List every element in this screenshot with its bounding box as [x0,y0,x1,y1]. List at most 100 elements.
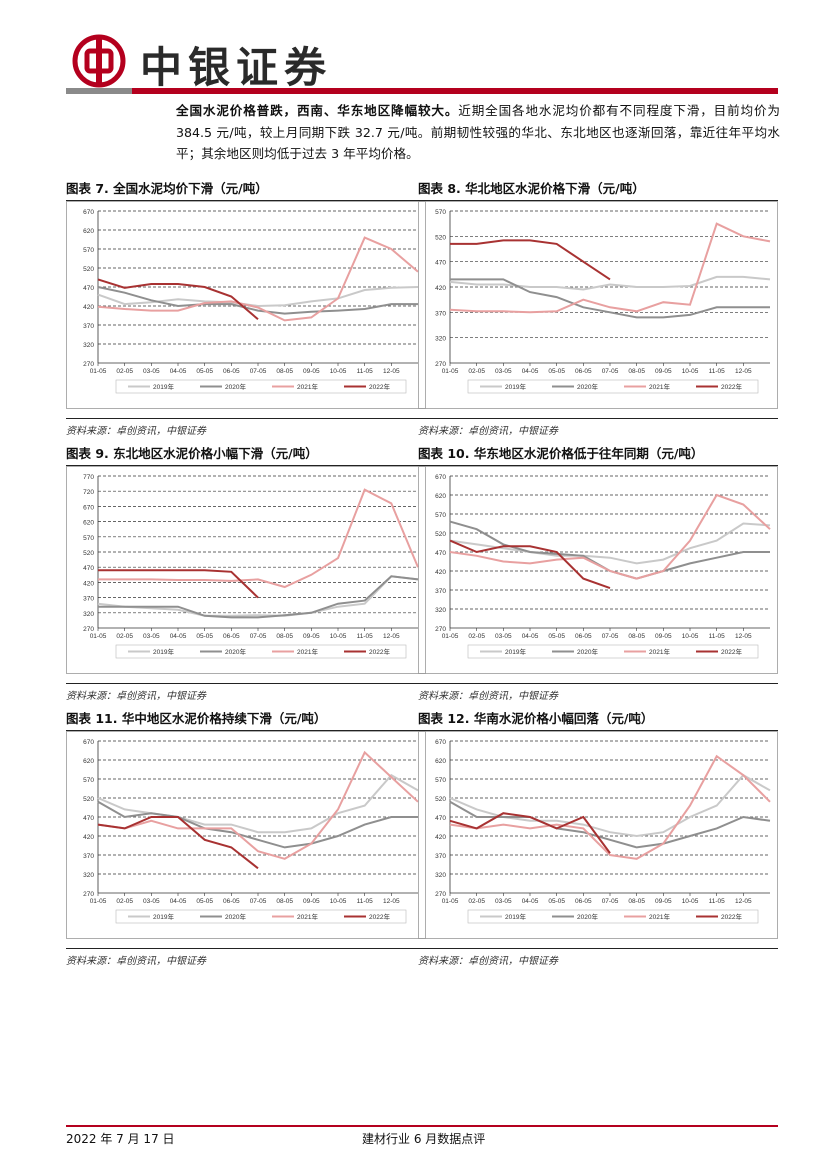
series-line [449,493,771,580]
y-tick-label: 320 [435,336,446,343]
x-tick-label: 10-05 [682,898,699,905]
x-tick-label: 09-05 [303,633,320,640]
bank-logo-icon [72,34,126,88]
x-tick-label: 09-05 [655,633,672,640]
x-tick-label: 02-05 [116,368,133,375]
y-tick-label: 520 [435,531,446,538]
chart-north-china: 270 320 370 420 470 520 570 01-05 02-05 03-05 04-0… [418,201,778,409]
y-tick-label: 770 [83,474,94,481]
y-tick-label: 370 [83,853,94,860]
intro-paragraph: 全国水泥价格普跌，西南、华东地区降幅较大。近期全国各地水泥均价都有不同程度下滑，… [176,100,780,165]
y-tick-label: 370 [435,310,446,317]
y-tick-label: 420 [83,580,94,587]
y-tick-label: 520 [83,550,94,557]
x-tick-label: 04-05 [522,898,539,905]
chart-frame [418,466,778,674]
x-tick-label: 11-05 [709,633,726,640]
y-tick-label: 570 [83,247,94,254]
y-tick-label: 720 [83,489,94,496]
chart-title: 图表 11. 华中地区水泥价格持续下滑（元/吨） [66,708,426,731]
y-tick-label: 520 [83,796,94,803]
y-tick-label: 670 [435,474,446,481]
x-tick-label: 07-05 [602,898,619,905]
y-tick-label: 570 [435,777,446,784]
series-line [449,539,611,590]
x-tick-label: 06-05 [575,368,592,375]
y-tick-label: 470 [83,565,94,572]
x-tick-label: 05-05 [196,898,213,905]
y-tick-label: 670 [83,739,94,746]
y-tick-label: 270 [435,361,446,368]
x-tick-label: 01-05 [90,633,107,640]
y-tick-label: 420 [83,834,94,841]
y-tick-label: 420 [435,285,446,292]
series-line [449,222,771,314]
x-tick-label: 09-05 [303,898,320,905]
legend-box [115,379,407,394]
series-line [449,800,771,849]
source-note: 资料来源：卓创资讯，中银证券 [418,948,778,967]
x-tick-label: 07-05 [250,898,267,905]
y-tick-label: 270 [435,891,446,898]
legend-label: 2021年 [297,382,318,391]
x-tick-label: 01-05 [90,368,107,375]
x-tick-label: 11-05 [357,633,374,640]
chart-title: 图表 10. 华东地区水泥价格低于往年同期（元/吨） [418,443,778,466]
y-tick-label: 570 [83,535,94,542]
series-line [97,278,259,321]
x-tick-label: 06-05 [223,633,240,640]
x-tick-label: 12-05 [383,368,400,375]
series-line [449,522,771,565]
legend-label: 2019年 [153,912,174,921]
legend-label: 2019年 [505,382,526,391]
y-tick-label: 570 [435,512,446,519]
x-tick-label: 02-05 [116,898,133,905]
x-tick-label: 10-05 [330,368,347,375]
legend-label: 2022年 [721,912,742,921]
x-tick-label: 04-05 [170,368,187,375]
x-tick-label: 09-05 [303,368,320,375]
intro-bold: 全国水泥价格普跌，西南、华东地区降幅较大。 [176,103,459,118]
y-tick-label: 370 [83,596,94,603]
series-line [449,754,771,860]
chart-northeast: 270 320 370 420 470 520 570 620 670 720 770 01-05 02… [66,466,426,674]
chart-frame [418,201,778,409]
x-tick-label: 08-05 [628,633,645,640]
legend-label: 2020年 [577,647,598,656]
footer-title: 建材行业 6 月数据点评 [362,1132,486,1146]
y-tick-label: 670 [83,209,94,216]
legend-label: 2022年 [369,647,390,656]
chart-panel-10: 图表 10. 华东地区水泥价格低于往年同期（元/吨） 270 320 370 420 4… [418,443,778,702]
x-tick-label: 11-05 [709,898,726,905]
chart-frame [66,466,426,674]
footer-date: 2022 年 7 月 17 日 [66,1132,175,1146]
legend-box [115,644,407,659]
source-note: 资料来源：卓创资讯，中银证券 [418,418,778,437]
x-tick-label: 02-05 [468,633,485,640]
x-tick-label: 12-05 [383,633,400,640]
y-tick-label: 570 [435,209,446,216]
x-tick-label: 01-05 [442,368,459,375]
y-tick-label: 620 [435,758,446,765]
x-tick-label: 08-05 [628,368,645,375]
y-tick-label: 370 [435,588,446,595]
chart-panel-8: 图表 8. 华北地区水泥价格下滑（元/吨） 270 320 370 420 470 520… [418,178,778,437]
legend-box [467,379,759,394]
y-tick-label: 470 [83,285,94,292]
x-tick-label: 08-05 [276,898,293,905]
chart-title: 图表 7. 全国水泥均价下滑（元/吨） [66,178,426,201]
y-tick-label: 270 [435,626,446,633]
x-tick-label: 07-05 [250,368,267,375]
x-tick-label: 06-05 [575,633,592,640]
legend-label: 2019年 [153,382,174,391]
x-tick-label: 09-05 [655,898,672,905]
legend-label: 2020年 [577,382,598,391]
legend-label: 2022年 [721,382,742,391]
y-tick-label: 320 [435,607,446,614]
y-tick-label: 370 [83,323,94,330]
x-tick-label: 04-05 [170,633,187,640]
x-tick-label: 09-05 [655,368,672,375]
y-tick-label: 320 [83,872,94,879]
series-line [97,575,419,617]
x-tick-label: 06-05 [223,898,240,905]
